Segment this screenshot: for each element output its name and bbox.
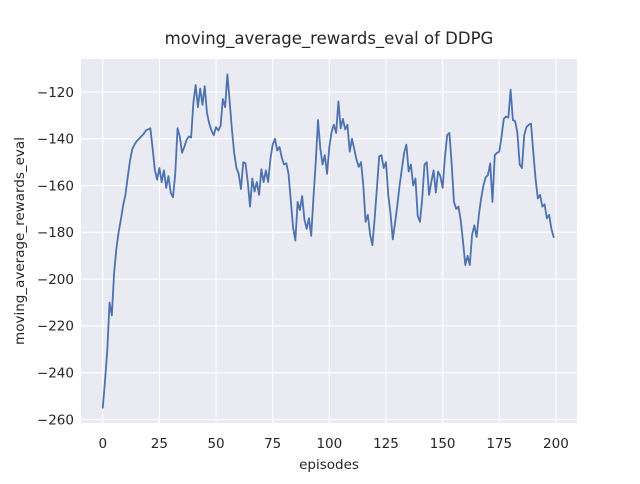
chart-title: moving_average_rewards_eval of DDPG xyxy=(165,29,494,49)
x-axis-label: episodes xyxy=(299,457,359,473)
x-tick-labels: 0 25 50 75 100 125 150 175 200 xyxy=(98,436,568,452)
y-tick-label: −200 xyxy=(37,272,74,288)
y-tick-label: −240 xyxy=(37,366,74,382)
y-tick-label: −180 xyxy=(37,225,74,241)
x-tick-label: 100 xyxy=(316,436,342,452)
x-tick-label: 150 xyxy=(430,436,456,452)
y-tick-labels: −260 −240 −220 −200 −180 −160 −140 −120 xyxy=(37,85,74,429)
series-line xyxy=(101,73,555,409)
x-tick-label: 125 xyxy=(373,436,399,452)
x-tick-label: 175 xyxy=(486,436,512,452)
x-tick-label: 25 xyxy=(151,436,168,452)
x-tick-label: 200 xyxy=(543,436,569,452)
x-tick-label: 0 xyxy=(98,436,107,452)
x-tick-label: 50 xyxy=(207,436,224,452)
y-tick-label: −160 xyxy=(37,178,74,194)
y-tick-label: −120 xyxy=(37,85,74,101)
y-gridlines xyxy=(81,91,577,421)
y-tick-label: −220 xyxy=(37,319,74,335)
x-tick-label: 75 xyxy=(264,436,281,452)
y-tick-label: −140 xyxy=(37,132,74,148)
y-axis-label: moving_average_rewards_eval xyxy=(12,137,28,345)
y-tick-label: −260 xyxy=(37,412,74,428)
x-gridlines xyxy=(102,59,557,423)
